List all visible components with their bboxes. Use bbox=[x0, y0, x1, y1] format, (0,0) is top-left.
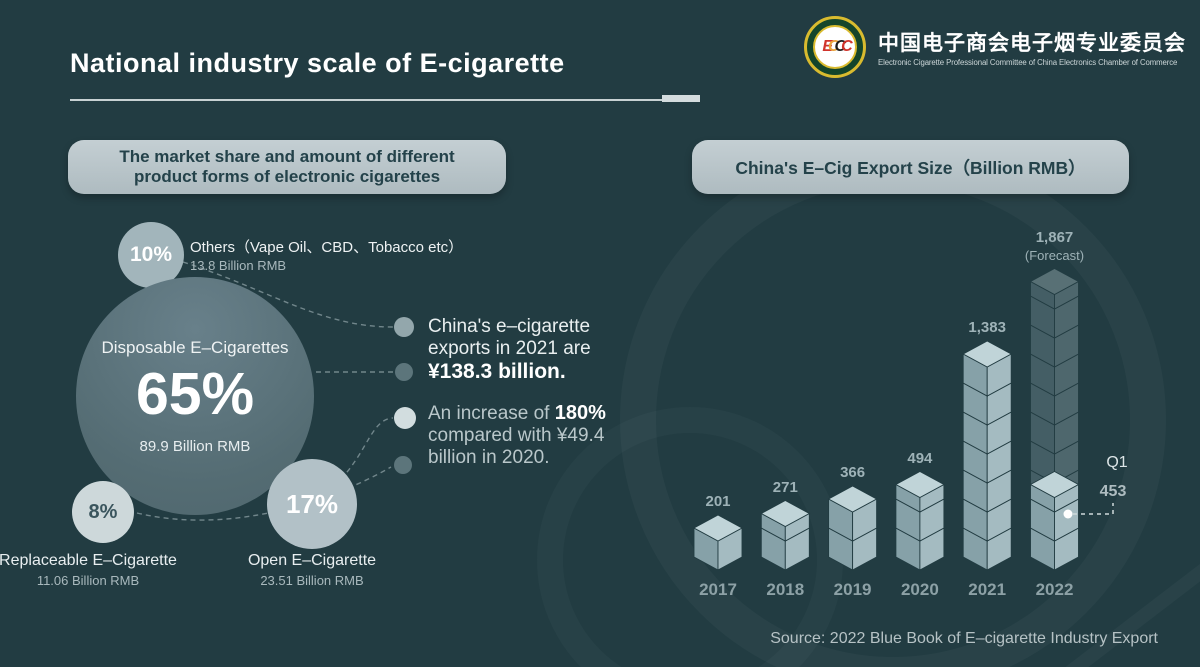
bar-2019 bbox=[827, 485, 878, 571]
bar-2020 bbox=[894, 470, 945, 571]
dot-increase-top bbox=[394, 407, 416, 429]
bubble-replaceable: 8% bbox=[72, 481, 134, 543]
bar-value-label: 494 bbox=[907, 449, 933, 467]
market-share-section-header: The market share and amount of different… bbox=[68, 140, 506, 194]
title-underline bbox=[70, 99, 662, 101]
connector-open bbox=[340, 417, 394, 480]
bubble-open-pct: 17% bbox=[285, 488, 339, 519]
bar-year-label: 2020 bbox=[900, 580, 939, 599]
bubble-others-amount: 13.8 Billion RMB bbox=[190, 258, 287, 273]
callout-increase-180: An increase of 180% compared with ¥49.4 … bbox=[428, 402, 606, 469]
bubble-replaceable-pct: 8% bbox=[88, 500, 118, 523]
bar-2017 bbox=[693, 514, 743, 571]
export-bars bbox=[693, 267, 1080, 571]
eccc-logo-icon: ECCC bbox=[804, 16, 866, 78]
bubble-open: 17% bbox=[267, 459, 357, 549]
callout-exports-line2: exports in 2021 are bbox=[428, 338, 591, 359]
org-name-chinese: 中国电子商会电子烟专业委员会 bbox=[878, 32, 1186, 55]
connector-replaceable bbox=[136, 466, 392, 521]
bar-2021 bbox=[962, 340, 1013, 571]
export-size-section-header: China's E–Cig Export Size（Billion RMB） bbox=[692, 140, 1129, 194]
dot-increase-bottom bbox=[394, 456, 412, 474]
bubble-open-amount: 23.51 Billion RMB bbox=[260, 573, 364, 588]
bar-year-label: 2019 bbox=[833, 580, 872, 599]
dot-exports-bottom bbox=[395, 363, 413, 381]
bar-value-label: 366 bbox=[840, 464, 866, 481]
q1-marker-dot bbox=[1063, 509, 1073, 519]
bubble-open-label: Open E–Cigarette bbox=[247, 552, 377, 569]
bar-value-label: 201 bbox=[705, 493, 731, 510]
callout-exports-highlight: ¥138.3 billion. bbox=[428, 360, 566, 383]
eccc-logo-letters: ECCC bbox=[822, 38, 852, 55]
bubble-disposable-pct: 65% bbox=[135, 360, 255, 427]
bubble-disposable: Disposable E–Cigarettes 65% 89.9 Billion… bbox=[76, 277, 314, 515]
callout-increase-highlight: 180% bbox=[554, 402, 606, 424]
title-underline-accent bbox=[662, 95, 700, 102]
callout-increase-line3: billion in 2020. bbox=[428, 447, 550, 468]
callout-exports-line1: China's e–cigarette bbox=[428, 316, 591, 337]
bar-year-label: 2021 bbox=[968, 580, 1007, 599]
bubble-connectors bbox=[136, 261, 394, 521]
bubble-others-pct: 10% bbox=[129, 243, 173, 266]
callout-increase-pre: An increase of bbox=[428, 403, 555, 424]
dot-exports-top bbox=[394, 317, 414, 337]
bubble-disposable-amount: 89.9 Billion RMB bbox=[139, 437, 251, 455]
bubble-replaceable-amount: 11.06 Billion RMB bbox=[36, 573, 140, 588]
callout-increase-line1: An increase of 180% bbox=[428, 402, 606, 425]
bar-year-label: 2017 bbox=[699, 580, 737, 599]
q1-value: 453 bbox=[1099, 483, 1127, 500]
bubble-others-label: Others（Vape Oil、CBD、Tobacco etc） bbox=[190, 239, 464, 256]
callout-dots bbox=[394, 317, 416, 474]
bar-2018 bbox=[760, 499, 811, 571]
connector-others bbox=[182, 261, 394, 328]
bubble-replaceable-label: Replaceable E–Cigarette bbox=[0, 552, 177, 569]
q1-label: Q1 bbox=[1106, 454, 1128, 471]
callout-increase-line2: compared with ¥49.4 bbox=[428, 425, 605, 446]
bar-year-label: 2018 bbox=[766, 580, 805, 599]
eccc-logo-center: ECCC bbox=[813, 25, 857, 69]
org-name-english: Electronic Cigarette Professional Commit… bbox=[878, 58, 1178, 67]
bubble-others: 10% bbox=[118, 222, 184, 288]
callout-exports-2021: China's e–cigarette exports in 2021 are … bbox=[428, 316, 591, 384]
q1-annotation bbox=[1063, 503, 1114, 519]
bar-2022-q1-solid bbox=[1029, 470, 1080, 571]
bar-value-label: 271 bbox=[772, 478, 798, 496]
bubble-disposable-label: Disposable E–Cigarettes bbox=[101, 337, 289, 357]
bar-forecast-note: (Forecast) bbox=[1024, 247, 1085, 263]
page-title: National industry scale of E-cigarette bbox=[70, 48, 565, 78]
bar-year-label: 2022 bbox=[1035, 580, 1074, 599]
source-note: Source: 2022 Blue Book of E–cigarette In… bbox=[770, 630, 1158, 647]
bar-value-label: 1,867 bbox=[1035, 228, 1074, 246]
bar-value-label: 1,383 bbox=[968, 319, 1006, 336]
